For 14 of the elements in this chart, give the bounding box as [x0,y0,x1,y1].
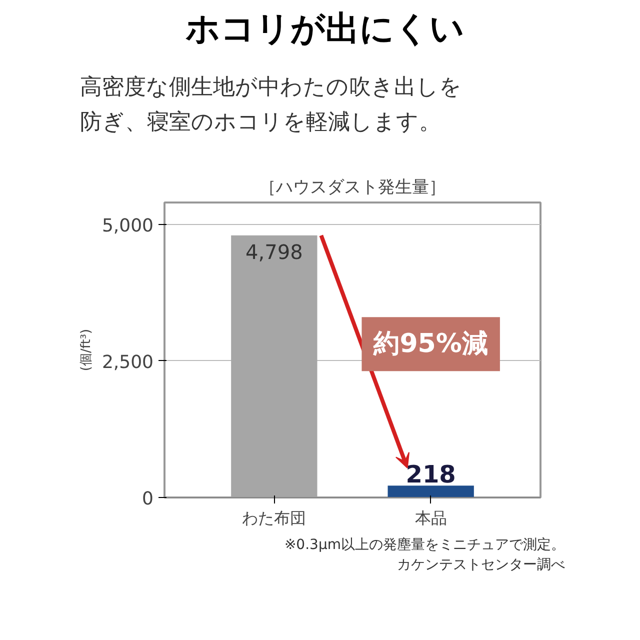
data-label: 218 [406,460,456,489]
y-tick-label: 0 [142,488,154,510]
text: カケンテストセンター調べ [396,556,565,575]
annotation: 約95%減 [372,329,488,360]
x-tick-label: わた布団 [242,508,306,528]
y-tick-label: 2,500 [102,352,154,373]
y-axis-title: (個/ft³) [78,328,94,372]
data-label: 4,798 [246,240,303,264]
chart-title: ホコリが出にくい [184,8,466,51]
y-tick-label: 5,000 [102,215,154,236]
x-tick-label: 本品 [414,508,447,528]
legend-title: ［ハウスダスト発生量］ [259,178,446,198]
chart-subtitle: 高密度な側生地が中わたの吹き出しを防ぎ、寝室のホコリを軽減します。 [80,74,463,138]
text: ※0.3µm以上の発塵量をミニチュアで測定。 [284,536,565,555]
